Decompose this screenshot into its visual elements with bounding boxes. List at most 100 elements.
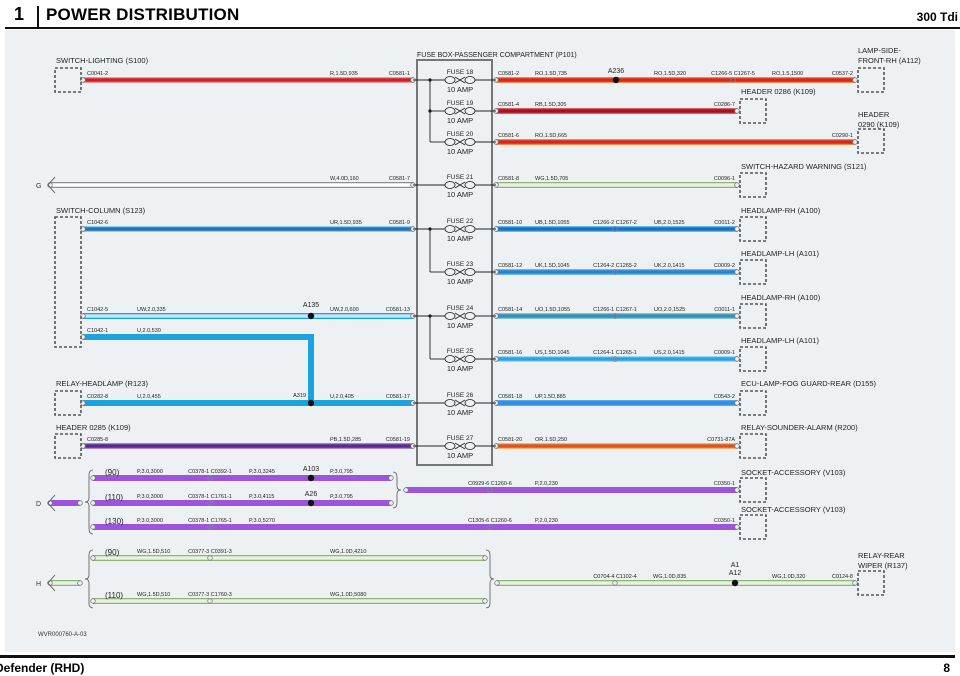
wire-hf[interactable] (47, 580, 83, 586)
wire-l4[interactable]: C1042-5 UW,2.0,335 A135 UW,2.0,600 C0581-13 (80, 302, 416, 320)
page-number: 8 (943, 661, 950, 675)
wire-r8[interactable]: C0581-16 US,1.5D,1045 C1264-1 C1265-1 US,2.… (493, 350, 740, 362)
pin-icon (403, 487, 409, 493)
component-a100a[interactable]: HEADLAMP-RH (A100) (739, 206, 821, 242)
pin-icon (734, 443, 740, 449)
component-label: ECU-LAMP-FOG GUARD-REAR (D155) (741, 379, 877, 388)
fuse-icon (444, 138, 456, 146)
fuse-23[interactable]: FUSE 23 10 AMP (430, 261, 496, 286)
off-page-connector[interactable]: D (36, 494, 56, 512)
off-page-label: D (36, 501, 41, 508)
wire-label: UW,2.0,335 (137, 307, 166, 313)
wire-label: C1042-1 (87, 328, 108, 334)
fuse-18[interactable]: FUSE 18 10 AMP (413, 69, 496, 94)
pin-icon (90, 555, 96, 561)
wire-r4[interactable]: C0581-8 WG,1.5D,705 C0096-1 (493, 176, 740, 188)
fuse-element-icon (454, 312, 466, 320)
harness-variant-label: (110) (105, 591, 123, 600)
component-s123[interactable]: SWITCH-COLUMN (S123) (54, 206, 146, 348)
component-v103a[interactable]: SOCKET-ACCESSORY (V103) (739, 468, 846, 503)
pin-icon (90, 475, 96, 481)
inline-connector-icon (207, 555, 213, 561)
splice-icon (307, 474, 315, 482)
wire-label: C0581-1 (389, 71, 410, 77)
component-box (739, 514, 767, 540)
fuse-22[interactable]: FUSE 22 10 AMP (413, 218, 496, 243)
wire-label: WG,1.5D,705 (535, 176, 568, 182)
component-a101b[interactable]: HEADLAMP-LH (A101) (739, 336, 819, 372)
wire-r5[interactable]: C0581-10 UB,1.5D,1055 C1266-2 C1267-2 UB,2.… (493, 220, 740, 232)
wire-d1[interactable]: (90) P,3.0,3000 C0378-1 C0392-1 P,3.0,3245 A… (90, 466, 394, 482)
wire-label: P,2.0,230 (535, 518, 558, 524)
fuse-27[interactable]: FUSE 27 10 AMP (413, 435, 496, 460)
inline-connector-icon (612, 226, 618, 232)
fuse-icon (444, 312, 456, 320)
wire-r6[interactable]: C0581-12 UK,1.5D,1045 C1264-2 C1265-2 UK,2.… (493, 263, 740, 275)
fuse-icon (464, 107, 476, 115)
wire-h1[interactable]: (90) WG,1.5D,510 C0377-3 C0391-3 WG,1.0D,42… (90, 548, 488, 561)
wire-d2[interactable]: (110) P,3.0,3000 C0378-1 C1761-1 P,3.0,4115… (90, 491, 394, 507)
wire-d4[interactable]: C0929-6 C1260-6 P,2.0,230 C0350-1 (403, 481, 740, 493)
wire-d3[interactable]: (130) P,3.0,3000 C0378-1 C1765-1 P,3.0,5270… (90, 517, 740, 530)
wire-r10[interactable]: C0581-20 OR,1.5D,250 C0731-87A (493, 437, 740, 449)
wire-r2[interactable]: C0581-4 RB,1.5D,305 C0286-7 (493, 102, 740, 114)
wire-df[interactable] (47, 500, 83, 506)
fuse-26[interactable]: FUSE 26 10 AMP (413, 392, 496, 417)
wire-label: P,3.0,3000 (137, 469, 163, 475)
wire-l6[interactable]: C0282-8 U,2.0,455 A319 U,2.0,405 C0581-17 (80, 393, 416, 407)
splice-icon (731, 579, 739, 587)
fuse-20[interactable]: FUSE 20 10 AMP (430, 131, 496, 156)
inline-connector-icon (207, 598, 213, 604)
wire-label: C0581-8 (498, 176, 519, 182)
wire-label: RB,1.5D,305 (535, 102, 567, 108)
wire-label: C0581-13 (386, 307, 410, 313)
wire-l3[interactable]: C1042-6 UR,1.5D,935 C0581-9 (80, 220, 416, 232)
fuse-icon (444, 399, 456, 407)
component-v103b[interactable]: SOCKET-ACCESSORY (V103) (739, 505, 846, 540)
chevron-icon (47, 494, 56, 512)
inline-connector-icon (612, 269, 618, 275)
component-box (857, 570, 885, 596)
pin-icon (734, 226, 740, 232)
wire-r1[interactable]: C0581-2 RO,1.5D,735 A236 RO,1.5D,320 C1266-5… (493, 68, 858, 84)
component-r200[interactable]: RELAY-SOUNDER-ALARM (R200) (739, 423, 858, 459)
component-a100b[interactable]: HEADLAMP-RH (A100) (739, 293, 821, 329)
component-a112[interactable]: LAMP-SIDE-FRONT-RH (A112) (857, 46, 921, 93)
component-s121[interactable]: SWITCH-HAZARD WARNING (S121) (739, 162, 867, 198)
harness-brace (392, 471, 402, 509)
wire-label: C0350-1 (714, 518, 735, 524)
component-label: RELAY-SOUNDER-ALARM (R200) (741, 423, 858, 432)
component-label: SWITCH-LIGHTING (S100) (56, 56, 149, 65)
wire-label: C0731-87A (707, 437, 735, 443)
wire-h2[interactable]: (110) WG,1.5D,510 C0377-3 C1760-3 WG,1.0D,5… (90, 591, 488, 604)
fuse-24[interactable]: FUSE 24 10 AMP (413, 305, 496, 330)
fuse-25[interactable]: FUSE 25 10 AMP (430, 348, 496, 373)
component-s100[interactable]: SWITCH-LIGHTING (S100) (54, 56, 149, 93)
fuse-19[interactable]: FUSE 19 10 AMP (430, 100, 496, 125)
wire-label: UO,1.5D,1055 (535, 307, 570, 313)
fuse-icon (444, 355, 456, 363)
wire-label: P,2.0,230 (535, 481, 558, 487)
off-page-connector[interactable]: H (36, 574, 56, 592)
wire-l7[interactable]: C0285-8 PB,1.5D,285 C0581-19 (80, 437, 416, 449)
component-label: HEADER (858, 110, 890, 119)
fuse-icon (464, 268, 476, 276)
wire-l2[interactable]: W,4.0D,160 C0581-7 (47, 176, 416, 188)
component-a101a[interactable]: HEADLAMP-LH (A101) (739, 249, 819, 285)
wire-label: C0282-8 (87, 394, 108, 400)
fuse-21[interactable]: FUSE 21 10 AMP (413, 174, 496, 199)
component-r123[interactable]: RELAY-HEADLAMP (R123) (54, 379, 148, 416)
wire-r7[interactable]: C0581-14 UO,1.5D,1055 C1266-1 C1267-1 UO,2.… (493, 307, 740, 319)
off-page-connector[interactable]: G (36, 176, 56, 194)
component-k109a[interactable]: HEADER 0285 (K109) (54, 423, 131, 459)
wire-r9[interactable]: C0581-18 UP,1.5D,885 C0543-2 (493, 394, 740, 406)
fuse-icon (444, 268, 456, 276)
fuse-element-icon (454, 268, 466, 276)
component-label: 0290 (K109) (858, 120, 900, 129)
wire-r3[interactable]: C0581-6 RO,1.5D,665 C0290-1 (493, 133, 858, 145)
component-d155[interactable]: ECU-LAMP-FOG GUARD-REAR (D155) (739, 379, 877, 416)
component-k109b[interactable]: HEADER 0286 (K109) (739, 87, 816, 124)
